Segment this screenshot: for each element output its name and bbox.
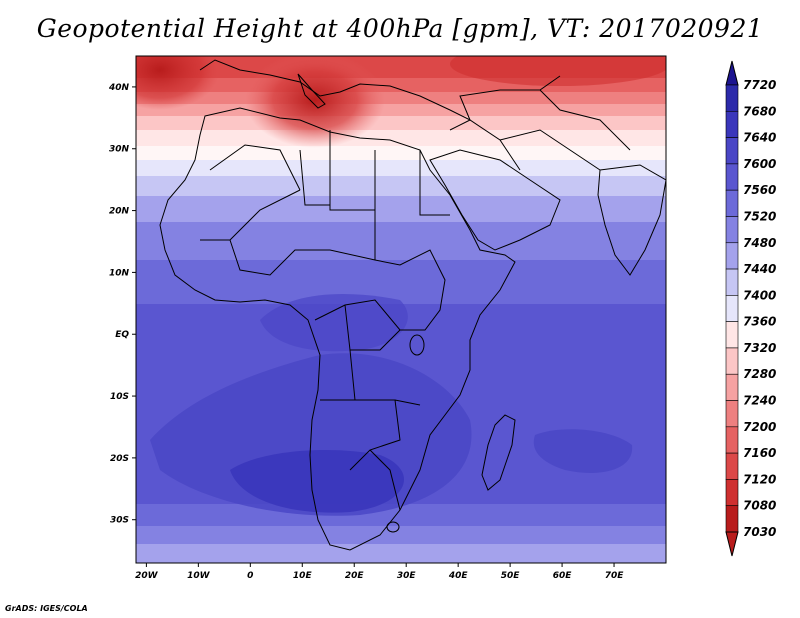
lon-tick-label: 0 xyxy=(247,571,253,581)
colorbar-label: 7480 xyxy=(743,236,776,250)
colorbar-label: 7160 xyxy=(743,446,776,460)
lat-tick-label: 10N xyxy=(109,268,130,278)
colorbar-label: 7120 xyxy=(743,472,776,486)
borders-middle-east xyxy=(449,89,631,171)
band-7480 xyxy=(136,196,666,222)
colorbar-label: 7520 xyxy=(743,209,776,223)
colorbar-label: 7640 xyxy=(743,131,776,145)
lon-tick-label: 70E xyxy=(605,571,625,581)
band-7360 xyxy=(136,146,666,160)
band-7480-south xyxy=(136,544,666,563)
borders-north-africa xyxy=(200,130,450,260)
band-7400 xyxy=(136,160,666,176)
lat-tick-label: 30N xyxy=(109,145,130,155)
colorbar-segment xyxy=(725,137,739,165)
credit-label: GrADS: IGES/COLA xyxy=(5,604,88,613)
band-7520 xyxy=(136,222,666,260)
colorbar-label: 7360 xyxy=(743,315,776,329)
colorbar-segment xyxy=(725,505,739,533)
colorbar-label: 7080 xyxy=(743,499,776,513)
lon-tick-label: 10W xyxy=(187,571,211,581)
lon-tick-label: 20W xyxy=(135,571,159,581)
colorbar-label: 7720 xyxy=(743,78,776,92)
lat-tick-label: EQ xyxy=(115,330,129,340)
colorbar-label: 7560 xyxy=(743,183,776,197)
southern-high-7680 xyxy=(230,450,404,513)
lon-tick-label: 10E xyxy=(293,571,313,581)
lat-tick-label: 30S xyxy=(110,516,129,526)
colorbar-segment xyxy=(725,400,739,428)
colorbar-segment xyxy=(725,452,739,480)
colorbar: 7720 7680 7640 7600 7560 7520 7480 7440 7400 7360… xyxy=(725,60,776,557)
lon-tick-label: 50E xyxy=(501,571,521,581)
coastlines xyxy=(159,59,666,551)
colorbar-label: 7400 xyxy=(743,288,776,302)
latitude-axis: 40N 30N 20N 10N EQ 10S 20S 30S xyxy=(108,83,136,526)
lon-tick-label: 30E xyxy=(397,571,417,581)
colorbar-segment xyxy=(725,242,739,270)
colorbar-label: 7320 xyxy=(743,341,776,355)
colorbar-top-arrow xyxy=(725,60,739,86)
map-plot-area xyxy=(136,56,666,563)
band-7560 xyxy=(136,260,666,304)
band-7440 xyxy=(136,176,666,196)
colorbar-label: 7030 xyxy=(743,525,776,539)
colorbar-label: 7680 xyxy=(743,104,776,118)
colorbar-label: 7200 xyxy=(743,420,776,434)
colorbar-segment xyxy=(725,268,739,296)
longitude-axis: 20W 10W 0 10E 20E 30E 40E 50E 60E 70E xyxy=(135,563,624,581)
italy xyxy=(297,73,326,109)
band-7280 xyxy=(136,116,666,130)
lat-tick-label: 40N xyxy=(108,83,130,93)
india-coast xyxy=(597,164,666,276)
north-east-low xyxy=(450,56,666,86)
colorbar-label: 7440 xyxy=(743,262,776,276)
borders-central-africa xyxy=(229,239,446,511)
colorbar-segment xyxy=(725,189,739,217)
central-high xyxy=(260,294,408,352)
mediterranean-low xyxy=(245,56,385,148)
colorbar-label: 7240 xyxy=(743,394,776,408)
band-7240 xyxy=(136,104,666,116)
colorbar-label: 7280 xyxy=(743,367,776,381)
colorbar-label: 7600 xyxy=(743,157,776,171)
madagascar xyxy=(481,414,516,491)
atlantic-low xyxy=(136,56,220,110)
lat-tick-label: 20N xyxy=(109,207,130,217)
band-7520-south xyxy=(136,526,666,544)
colorbar-segment xyxy=(725,295,739,322)
map-frame xyxy=(135,55,667,564)
europe-coast xyxy=(199,59,561,122)
indian-ocean-high xyxy=(533,429,633,473)
colorbar-segment xyxy=(725,216,739,244)
arabia-coast xyxy=(429,149,561,251)
colorbar-bottom-arrow xyxy=(725,531,739,557)
colorbar-segment xyxy=(725,110,739,138)
colorbar-segment xyxy=(725,163,739,191)
colorbar-segment xyxy=(725,321,739,349)
band-7200 xyxy=(136,92,666,104)
colorbar-segment xyxy=(725,347,739,375)
chart-title: Geopotential Height at 400hPa [gpm], VT:… xyxy=(36,14,764,43)
colorbar-segment xyxy=(725,373,739,401)
lesotho xyxy=(386,521,400,533)
lon-tick-label: 60E xyxy=(553,571,573,581)
colorbar-segment xyxy=(725,426,739,454)
lat-tick-label: 10S xyxy=(110,392,129,402)
colorbar-segment xyxy=(725,479,739,507)
lon-tick-label: 20E xyxy=(345,571,365,581)
lake-victoria xyxy=(409,334,425,356)
colorbar-segment xyxy=(725,84,739,112)
lat-tick-label: 20S xyxy=(110,454,129,464)
lon-tick-label: 40E xyxy=(448,571,469,581)
